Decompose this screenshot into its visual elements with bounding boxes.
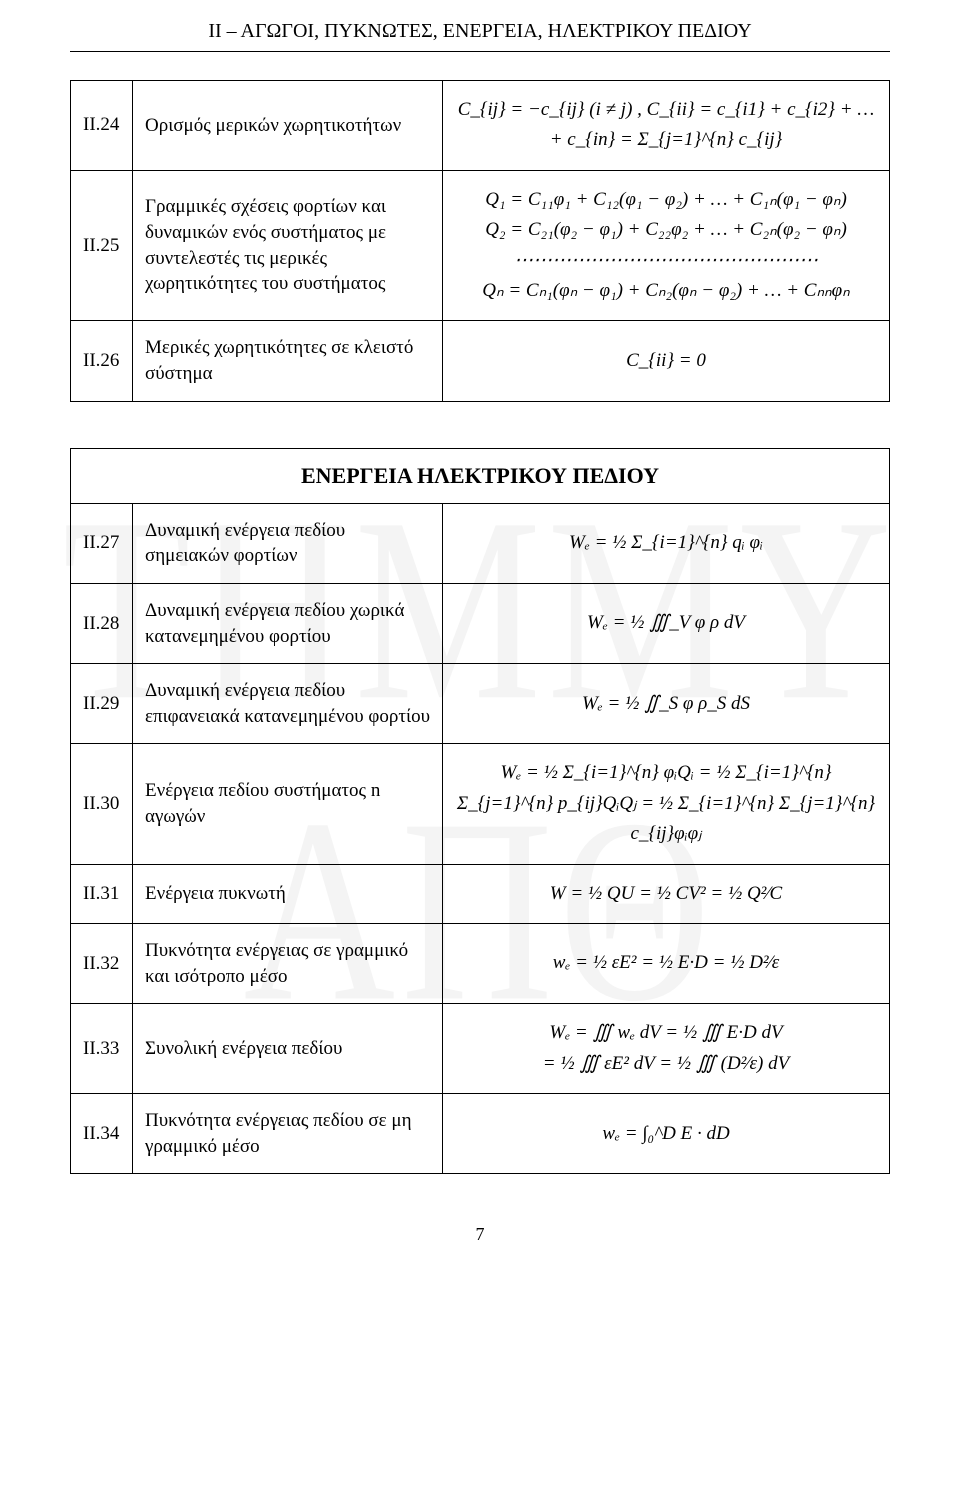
table-row: ΙΙ.28 Δυναμική ενέργεια πεδίου χωρικά κα… (71, 583, 890, 663)
table-row: ΙΙ.30 Ενέργεια πεδίου συστήματος n αγωγώ… (71, 744, 890, 864)
row-id: ΙΙ.29 (71, 664, 133, 744)
row-formula: wₑ = ∫₀^D E · dD (443, 1094, 890, 1174)
row-desc: Μερικές χωρητικότητες σε κλειστό σύστημα (133, 321, 443, 401)
table-row: ΙΙ.27 Δυναμική ενέργεια πεδίου σημειακών… (71, 503, 890, 583)
table-row: ΙΙ.26 Μερικές χωρητικότητες σε κλειστό σ… (71, 321, 890, 401)
row-desc: Δυναμική ενέργεια πεδίου σημειακών φορτί… (133, 503, 443, 583)
row-formula: C_{ii} = 0 (443, 321, 890, 401)
definitions-table-top: ΙΙ.24 Ορισμός μερικών χωρητικοτήτων C_{i… (70, 80, 890, 402)
row-desc: Ορισμός μερικών χωρητικοτήτων (133, 81, 443, 171)
row-id: ΙΙ.34 (71, 1094, 133, 1174)
table-row: ΙΙ.29 Δυναμική ενέργεια πεδίου επιφανεια… (71, 664, 890, 744)
page-number: 7 (70, 1224, 890, 1245)
table-row: ΙΙ.25 Γραμμικές σχέσεις φορτίων και δυνα… (71, 170, 890, 321)
row-id: ΙΙ.33 (71, 1004, 133, 1094)
row-formula: Wₑ = ½ Σ_{i=1}^{n} qᵢ φᵢ (443, 503, 890, 583)
row-formula: Wₑ = ∭ wₑ dV = ½ ∭ E·D dV = ½ ∭ εE² dV =… (443, 1004, 890, 1094)
row-desc: Πυκνότητα ενέργειας πεδίου σε μη γραμμικ… (133, 1094, 443, 1174)
row-desc: Πυκνότητα ενέργειας σε γραμμικό και ισότ… (133, 924, 443, 1004)
row-id: ΙΙ.24 (71, 81, 133, 171)
row-id: ΙΙ.31 (71, 864, 133, 923)
row-formula: Wₑ = ½ Σ_{i=1}^{n} φᵢQᵢ = ½ Σ_{i=1}^{n} … (443, 744, 890, 864)
section-title: ΕΝΕΡΓΕΙΑ ΗΛΕΚΤΡΙΚΟΥ ΠΕΔΙΟΥ (70, 448, 890, 503)
row-desc: Δυναμική ενέργεια πεδίου χωρικά κατανεμη… (133, 583, 443, 663)
table-row: ΙΙ.32 Πυκνότητα ενέργειας σε γραμμικό κα… (71, 924, 890, 1004)
row-formula: C_{ij} = −c_{ij} (i ≠ j) , C_{ii} = c_{i… (443, 81, 890, 171)
row-formula: Wₑ = ½ ∭_V φ ρ dV (443, 583, 890, 663)
page-header: ΙΙ – ΑΓΩΓΟΙ, ΠΥΚΝΩΤΕΣ, ΕΝΕΡΓΕΙΑ, ΗΛΕΚΤΡΙ… (70, 0, 890, 52)
row-formula: wₑ = ½ εE² = ½ E·D = ½ D²⁄ε (443, 924, 890, 1004)
row-formula: Q₁ = C₁₁φ₁ + C₁₂(φ₁ − φ₂) + … + C₁ₙ(φ₁ −… (443, 170, 890, 321)
row-id: ΙΙ.25 (71, 170, 133, 321)
row-id: ΙΙ.32 (71, 924, 133, 1004)
row-desc: Ενέργεια πυκνωτή (133, 864, 443, 923)
row-id: ΙΙ.27 (71, 503, 133, 583)
row-formula: W = ½ QU = ½ CV² = ½ Q²⁄C (443, 864, 890, 923)
table-row: ΙΙ.33 Συνολική ενέργεια πεδίου Wₑ = ∭ wₑ… (71, 1004, 890, 1094)
row-desc: Δυναμική ενέργεια πεδίου επιφανειακά κατ… (133, 664, 443, 744)
table-row: ΙΙ.24 Ορισμός μερικών χωρητικοτήτων C_{i… (71, 81, 890, 171)
row-desc: Γραμμικές σχέσεις φορτίων και δυναμικών … (133, 170, 443, 321)
row-formula: Wₑ = ½ ∬_S φ ρ_S dS (443, 664, 890, 744)
row-id: ΙΙ.28 (71, 583, 133, 663)
row-desc: Ενέργεια πεδίου συστήματος n αγωγών (133, 744, 443, 864)
definitions-table-bottom: ΙΙ.27 Δυναμική ενέργεια πεδίου σημειακών… (70, 503, 890, 1175)
table-row: ΙΙ.34 Πυκνότητα ενέργειας πεδίου σε μη γ… (71, 1094, 890, 1174)
row-id: ΙΙ.30 (71, 744, 133, 864)
row-id: ΙΙ.26 (71, 321, 133, 401)
table-row: ΙΙ.31 Ενέργεια πυκνωτή W = ½ QU = ½ CV² … (71, 864, 890, 923)
row-desc: Συνολική ενέργεια πεδίου (133, 1004, 443, 1094)
